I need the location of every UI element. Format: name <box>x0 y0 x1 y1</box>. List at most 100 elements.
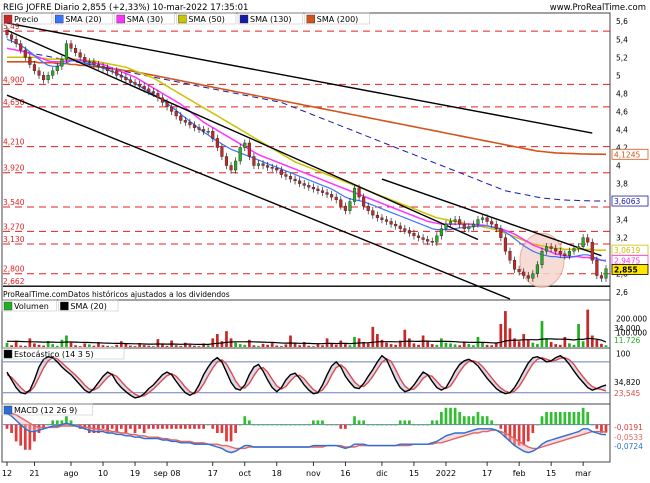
candle-body <box>10 34 14 40</box>
macd-hist-bar <box>124 424 128 433</box>
legend-swatch <box>306 14 315 24</box>
volume-tick-label: 100.000 <box>616 329 647 338</box>
volume-bar <box>467 344 471 347</box>
legend-box <box>237 12 304 25</box>
candle-body <box>19 43 23 51</box>
volume-bar <box>531 342 535 347</box>
candle-body <box>55 66 59 72</box>
legend-box <box>1 347 125 360</box>
macd-hist-bar <box>156 424 160 429</box>
macd-hist-bar <box>55 420 59 425</box>
volume-bar <box>60 339 64 347</box>
volume-bar <box>225 331 228 347</box>
volume-bar <box>499 324 503 347</box>
volume-bar <box>33 343 36 347</box>
macd-hist-bar <box>106 424 109 433</box>
macd-hist-bar <box>10 424 13 433</box>
volume-bar <box>458 345 462 347</box>
candle-body <box>275 168 279 171</box>
candle-body <box>490 221 494 225</box>
macd-hist-bar <box>321 420 324 425</box>
volume-bar <box>549 341 553 347</box>
candle-body <box>403 228 407 231</box>
macd-hist-bar <box>545 412 548 425</box>
macd-hist-bar <box>234 424 237 433</box>
legend-label: SMA (200) <box>317 15 359 24</box>
candle-body <box>183 120 187 123</box>
candle-body <box>421 237 425 240</box>
macd-hist-bar <box>293 424 297 426</box>
volume-bar <box>298 345 302 347</box>
volume-bar <box>161 344 164 347</box>
candle-body <box>599 275 603 279</box>
stoch-tick-label: 100 <box>616 350 631 359</box>
macd-hist-bar <box>476 412 480 425</box>
x-tick-label: ago <box>64 469 79 478</box>
macd-hist-bar <box>133 424 137 433</box>
volume-bar <box>513 338 516 347</box>
sma50-line <box>7 56 607 252</box>
level-label: 4,650 <box>3 98 25 107</box>
volume-bar <box>604 345 608 347</box>
volume-bar <box>261 343 265 347</box>
candle-body <box>142 85 146 90</box>
candle-body <box>476 219 480 225</box>
candle-body <box>78 52 82 58</box>
volume-bar <box>311 346 315 347</box>
y-tick-label: 5,6 <box>616 17 628 26</box>
candle-body <box>138 84 142 87</box>
candle-body <box>357 187 361 198</box>
candle-body <box>371 210 375 216</box>
volume-bar <box>581 341 585 347</box>
macd-hist-bar <box>449 407 452 425</box>
volume-bar <box>302 341 306 347</box>
candle-body <box>165 102 169 108</box>
legend-label: Estocástico (14 3 5) <box>14 350 94 359</box>
volume-bar <box>545 338 548 347</box>
macd-hist-bar <box>147 424 151 429</box>
legend-swatch <box>3 301 13 311</box>
candle-body <box>160 97 165 103</box>
volume-right-label: 11.726 <box>614 336 640 345</box>
macd-hist-bar <box>590 424 594 426</box>
macd-hist-bar <box>316 420 320 425</box>
volume-bar <box>106 345 109 347</box>
macd-hist-bar <box>138 424 141 429</box>
volume-bar <box>202 343 205 347</box>
right-value-label: 2,9475 <box>614 256 640 265</box>
macd-hist-bar <box>225 424 228 442</box>
macd-hist-bar <box>247 420 251 425</box>
candle-body <box>151 91 155 94</box>
candle-body <box>435 235 439 243</box>
macd-hist-bar <box>458 412 462 425</box>
candle-body <box>330 194 334 198</box>
volume-bar <box>165 345 169 347</box>
y-tick-label: 5 <box>616 71 621 80</box>
volume-bar <box>266 344 269 347</box>
site-name[interactable]: www.ProRealTime.com <box>550 3 646 13</box>
macd-hist-bar <box>604 424 608 433</box>
volume-bar <box>508 328 512 347</box>
candle-body <box>96 64 101 67</box>
candle-body <box>170 106 174 112</box>
macd-hist-bar <box>444 407 448 425</box>
candle-body <box>311 186 315 190</box>
candle-body <box>316 188 320 191</box>
macd-hist-bar <box>330 424 334 426</box>
candle-body <box>188 122 192 126</box>
candle-body <box>256 163 261 166</box>
macd-hist-bar <box>504 424 507 438</box>
x-tick-label: 12 <box>2 469 12 478</box>
volume-bar <box>142 344 146 347</box>
candle-body <box>549 246 553 249</box>
candle-body <box>64 43 69 60</box>
macd-hist-bar <box>499 424 503 429</box>
volume-bar <box>87 344 91 347</box>
chart-note: ProRealTime.comDatos históricos ajustado… <box>3 290 230 299</box>
candle-body <box>266 165 270 168</box>
candle-body <box>234 160 238 171</box>
volume-bar <box>279 346 283 347</box>
macd-hist-bar <box>586 412 590 425</box>
volume-bar <box>129 345 132 347</box>
candle-body <box>261 163 265 166</box>
